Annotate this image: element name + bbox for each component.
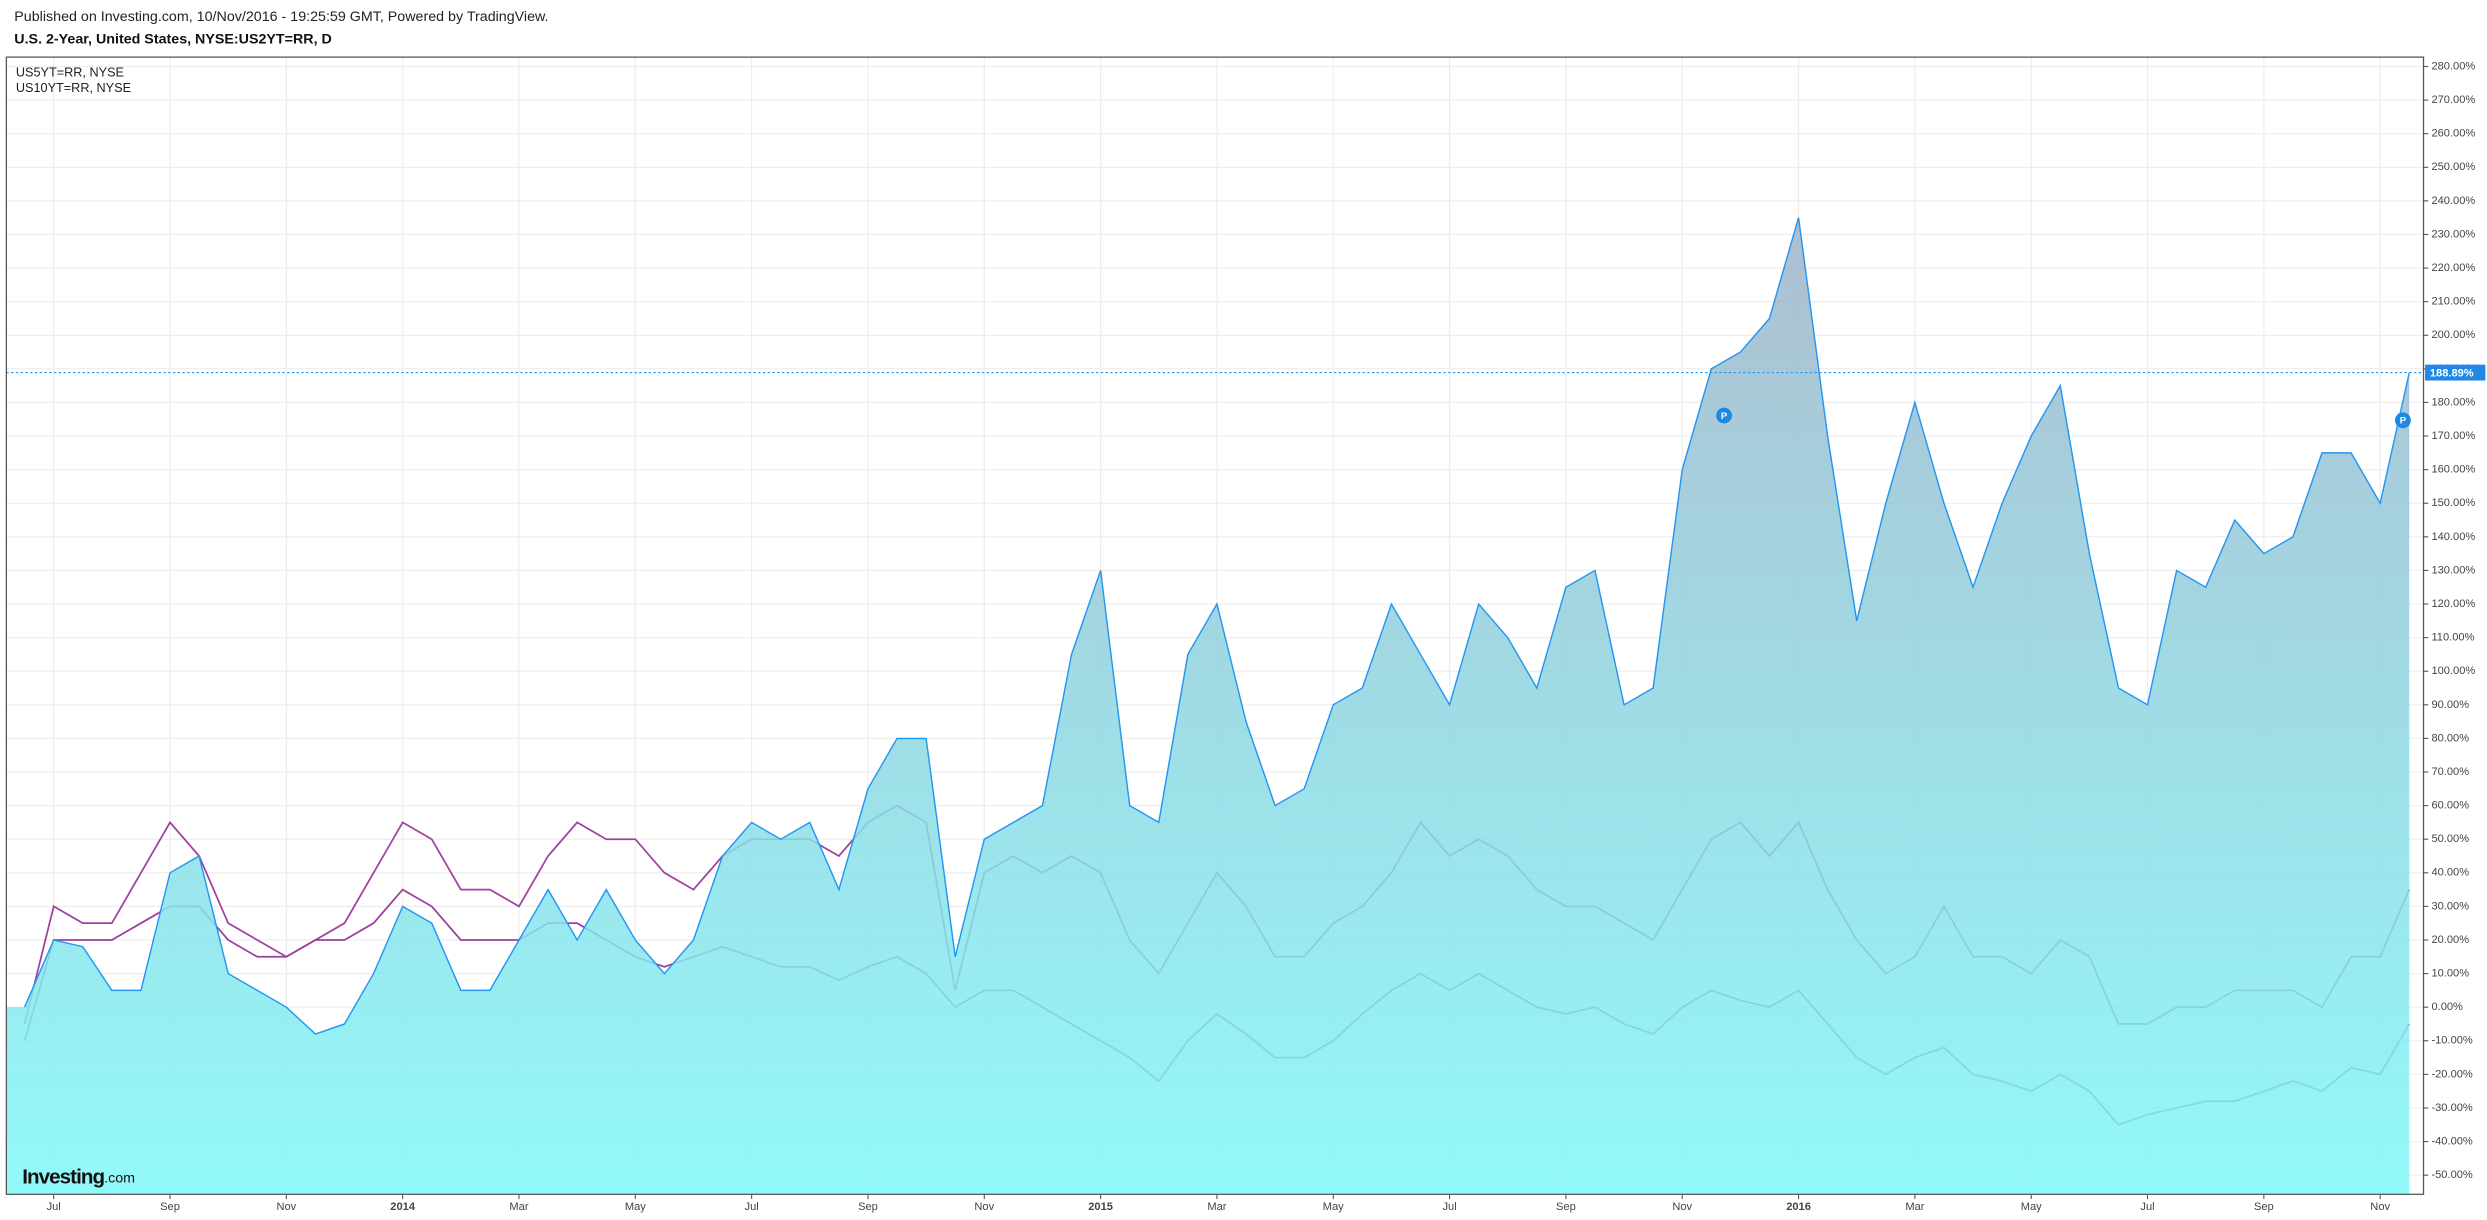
legend-entry: US10YT=RR, NYSE: [16, 81, 131, 95]
y-tick-label: 160.00%: [2431, 464, 2475, 476]
y-tick-label: 260.00%: [2431, 128, 2475, 140]
marker-p: [1716, 407, 1733, 424]
logo: Investing.com: [22, 1166, 135, 1189]
x-tick-label: 2014: [390, 1201, 416, 1213]
y-tick-label: 240.00%: [2431, 195, 2475, 207]
y-tick-label: 280.00%: [2431, 60, 2475, 72]
chart-title: U.S. 2-Year, United States, NYSE:US2YT=R…: [14, 31, 332, 47]
x-tick-label: May: [2021, 1201, 2042, 1213]
series-area: [6, 217, 2410, 1195]
x-tick-label: Nov: [276, 1201, 296, 1213]
y-tick-label: 170.00%: [2431, 430, 2475, 442]
x-tick-label: Jul: [745, 1201, 759, 1213]
source-line: Published on Investing.com, 10/Nov/2016 …: [14, 9, 548, 25]
y-tick-label: 120.00%: [2431, 598, 2475, 610]
y-tick-label: -50.00%: [2431, 1169, 2472, 1181]
y-tick-label: 40.00%: [2431, 867, 2469, 879]
x-tick-label: Jul: [1442, 1201, 1456, 1213]
marker-p-text: P: [2400, 416, 2407, 427]
x-tick-label: Mar: [1207, 1201, 1226, 1213]
y-tick-label: 90.00%: [2431, 699, 2469, 711]
y-tick-label: 250.00%: [2431, 161, 2475, 173]
x-tick-label: May: [625, 1201, 646, 1213]
x-tick-label: 2015: [1088, 1201, 1113, 1213]
y-tick-label: 130.00%: [2431, 564, 2475, 576]
y-tick-label: 50.00%: [2431, 833, 2469, 845]
axes: -50.00% -40.00% -30.00% -20.00% -10.00% 0.00%…: [6, 60, 2486, 1213]
logo-name: Investing: [22, 1166, 104, 1189]
x-tick-label: Mar: [509, 1201, 528, 1213]
y-tick-label: 150.00%: [2431, 497, 2475, 509]
y-tick-label: 60.00%: [2431, 800, 2469, 812]
series-layer: [6, 217, 2411, 1195]
y-tick-label: 110.00%: [2431, 632, 2474, 644]
marker-p: [2394, 412, 2411, 429]
y-tick-label: 220.00%: [2431, 262, 2475, 274]
last-value-label: 188.89%: [2430, 367, 2474, 379]
x-tick-label: Sep: [858, 1201, 878, 1213]
x-tick-label: Sep: [160, 1201, 180, 1213]
y-tick-label: 200.00%: [2431, 329, 2475, 341]
x-tick-label: May: [1323, 1201, 1344, 1213]
y-tick-label: 10.00%: [2431, 968, 2469, 980]
y-tick-label: -30.00%: [2431, 1102, 2472, 1114]
y-tick-label: 140.00%: [2431, 531, 2475, 543]
y-tick-label: 20.00%: [2431, 934, 2469, 946]
marker-p-text: P: [1721, 411, 1728, 422]
series-line: [23, 217, 2410, 1035]
y-tick-label: -10.00%: [2431, 1035, 2472, 1047]
y-tick-label: 230.00%: [2431, 228, 2475, 240]
y-tick-label: -20.00%: [2431, 1068, 2472, 1080]
logo-suffix: .com: [104, 1170, 135, 1186]
y-tick-label: 0.00%: [2431, 1001, 2463, 1013]
y-tick-label: 100.00%: [2431, 665, 2475, 677]
last-value-badge: [2425, 364, 2486, 381]
y-tick-label: 180.00%: [2431, 396, 2475, 408]
y-tick-label: 270.00%: [2431, 94, 2475, 106]
y-tick-label: 70.00%: [2431, 766, 2469, 778]
x-tick-label: Nov: [1672, 1201, 1692, 1213]
y-tick-label: 210.00%: [2431, 296, 2475, 308]
x-tick-label: Jul: [47, 1201, 61, 1213]
x-tick-label: Sep: [2254, 1201, 2274, 1213]
x-tick-label: Nov: [974, 1201, 994, 1213]
x-tick-label: 2016: [1786, 1201, 1811, 1213]
y-tick-label: 80.00%: [2431, 732, 2469, 744]
x-tick-label: Nov: [2370, 1201, 2390, 1213]
y-tick-label: 30.00%: [2431, 900, 2469, 912]
plot-frame: [5, 56, 2425, 1195]
x-tick-label: Mar: [1905, 1201, 1924, 1213]
legend-entry: US5YT=RR, NYSE: [16, 65, 124, 79]
x-tick-label: Jul: [2140, 1201, 2154, 1213]
y-tick-label: -40.00%: [2431, 1135, 2472, 1147]
x-tick-label: Sep: [1556, 1201, 1576, 1213]
